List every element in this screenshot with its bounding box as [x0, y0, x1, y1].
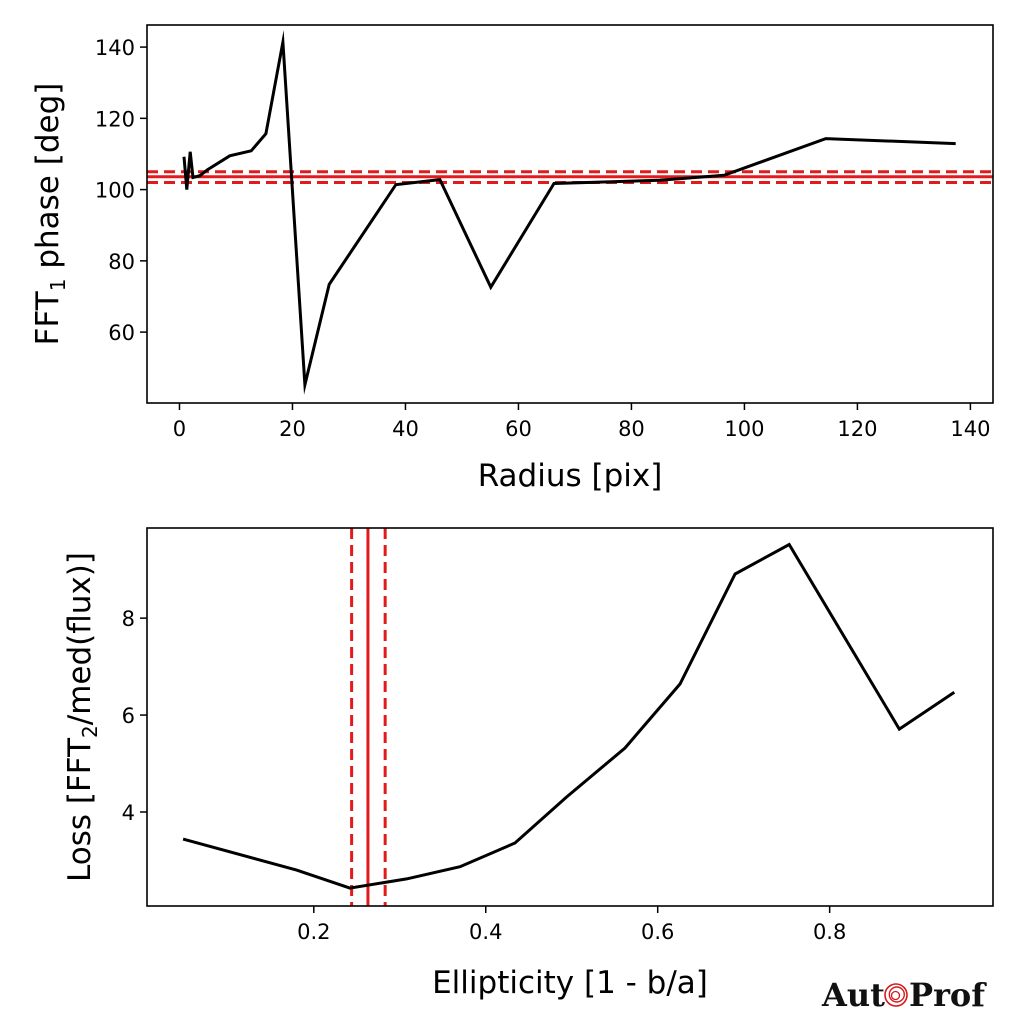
loss-x-tick-label: 0.2	[297, 920, 330, 944]
phase-plot-frame	[146, 24, 994, 404]
loss-series-line	[182, 542, 956, 890]
phase-y-axis-label: FFT1 phase [deg]	[30, 83, 70, 346]
phase-y-tick-label: 120	[95, 107, 135, 131]
phase-y-label-subscript: 1	[46, 279, 70, 292]
phase-y-label-rest: phase [deg]	[30, 83, 66, 279]
phase-x-tick-label: 140	[950, 417, 990, 441]
phase-y-ticks: 60 80 100 120 140	[95, 36, 147, 345]
loss-y-label-subscript: 2	[78, 725, 102, 738]
phase-y-tick-label: 60	[108, 321, 135, 345]
loss-plot-frame	[146, 527, 994, 907]
phase-y-tick-label: 100	[95, 179, 135, 203]
autoprof-logo: Aut Prof	[821, 976, 987, 1014]
loss-y-axis-label: Loss [FFT2/med(flux)]	[62, 552, 102, 882]
phase-reference-lines	[147, 170, 993, 184]
loss-x-tick-label: 0.4	[469, 920, 502, 944]
phase-x-tick-label: 120	[837, 417, 877, 441]
phase-series-line	[182, 29, 956, 395]
phase-y-tick-label: 140	[95, 36, 135, 60]
phase-x-tick-label: 0	[173, 417, 186, 441]
phase-y-tick-label: 80	[108, 250, 135, 274]
phase-x-tick-label: 100	[724, 417, 764, 441]
phase-y-label-main: FFT	[30, 290, 66, 345]
loss-y-tick-label: 6	[122, 704, 135, 728]
loss-y-tick-label: 4	[122, 801, 135, 825]
phase-x-tick-label: 40	[392, 417, 419, 441]
loss-x-tick-label: 0.6	[641, 920, 674, 944]
logo-swirl-icon	[884, 983, 908, 1007]
loss-reference-lines	[350, 528, 387, 906]
loss-x-ticks: 0.2 0.4 0.6 0.8	[297, 906, 846, 944]
phase-x-tick-label: 60	[505, 417, 532, 441]
phase-plot-panel: 0 20 40 60 80 100 120 140 60 80 100 120 140 Radius …	[30, 24, 994, 494]
phase-x-tick-label: 20	[279, 417, 306, 441]
phase-x-axis-label: Radius [pix]	[478, 458, 663, 494]
loss-y-label-rest: /med(flux)]	[62, 552, 98, 725]
loss-y-ticks: 4 6 8	[122, 607, 147, 825]
logo-text-left: Aut	[821, 976, 885, 1014]
loss-plot-panel: 0.2 0.4 0.6 0.8 4 6 8 Ellipticity [1 - b/a] L…	[62, 527, 994, 1001]
logo-text-right: Prof	[909, 976, 987, 1014]
phase-x-tick-label: 80	[618, 417, 645, 441]
loss-y-tick-label: 8	[122, 607, 135, 631]
loss-series-group	[182, 542, 956, 890]
phase-x-ticks: 0 20 40 60 80 100 120 140	[173, 403, 990, 441]
loss-x-tick-label: 0.8	[813, 920, 846, 944]
phase-series-group	[182, 29, 956, 395]
loss-x-axis-label: Ellipticity [1 - b/a]	[432, 965, 708, 1001]
loss-y-label-main: Loss [FFT	[62, 737, 98, 882]
